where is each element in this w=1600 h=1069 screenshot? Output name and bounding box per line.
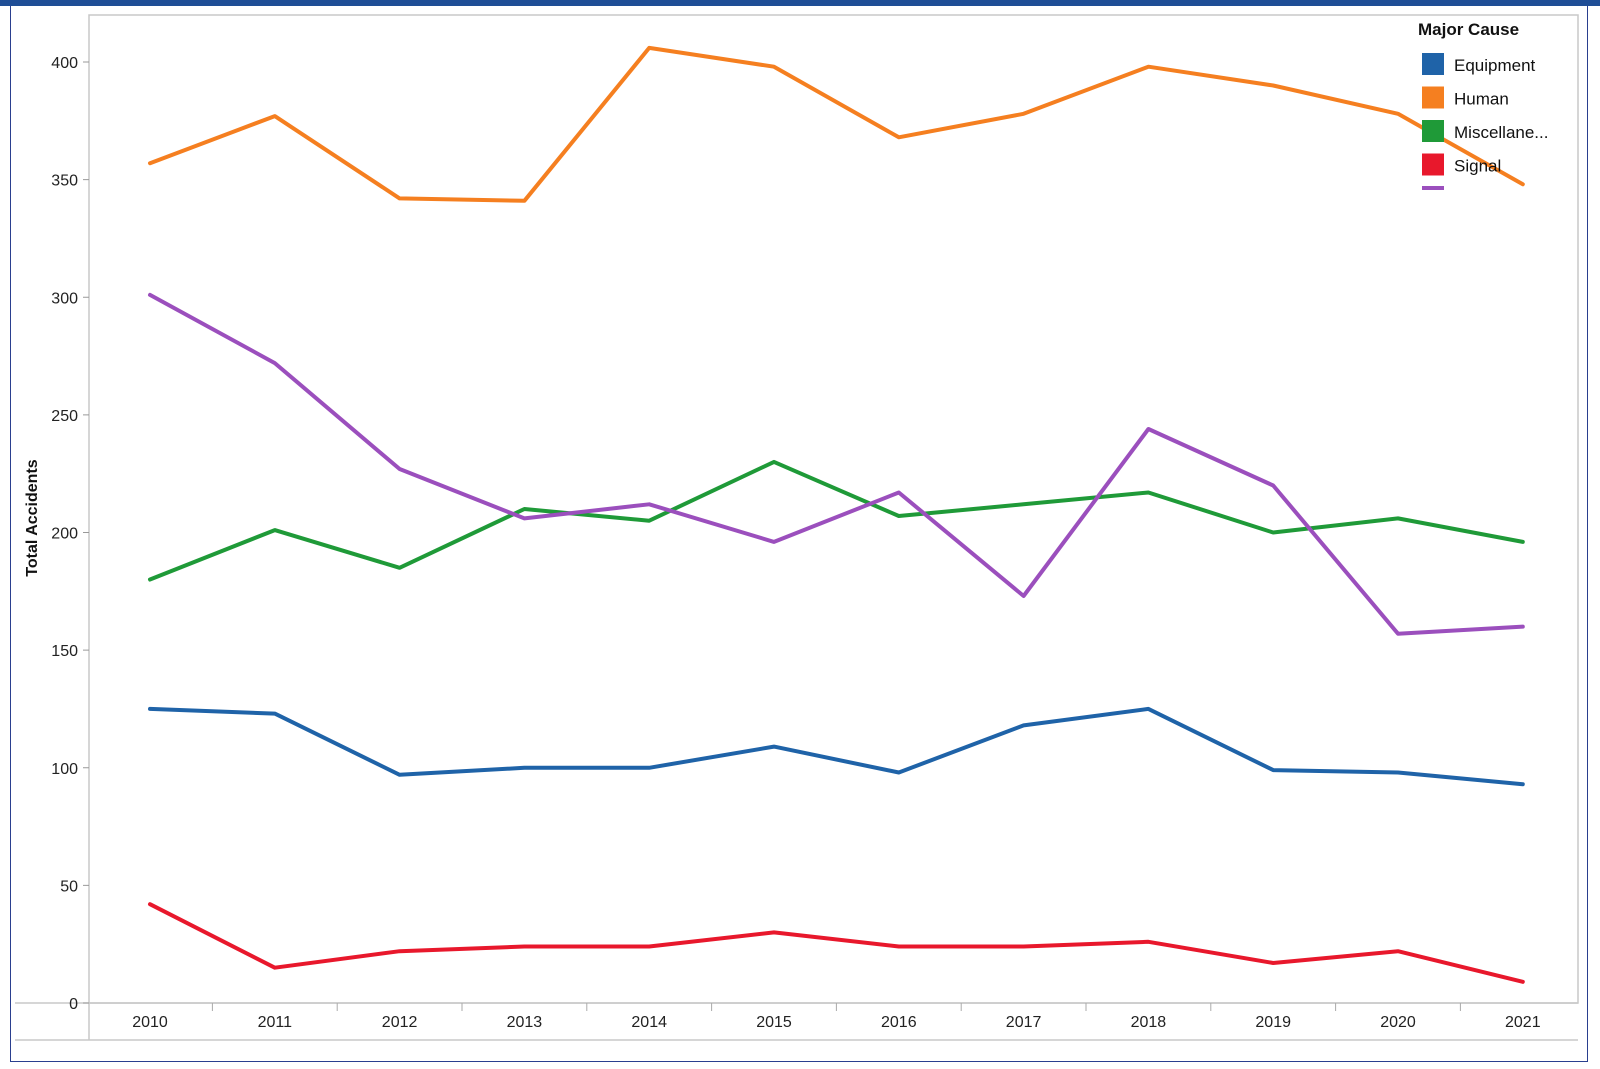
x-tick-label: 2015	[756, 1014, 792, 1031]
x-tick-label: 2010	[132, 1014, 168, 1031]
y-tick-label: 0	[69, 996, 78, 1013]
x-tick-label: 2018	[1131, 1014, 1167, 1031]
y-tick-label: 250	[51, 408, 78, 425]
x-tick-label: 2020	[1380, 1014, 1416, 1031]
x-tick-label: 2011	[258, 1014, 293, 1031]
x-tick-label: 2014	[631, 1014, 667, 1031]
legend-swatch-clipped	[1422, 186, 1444, 190]
y-tick-label: 100	[51, 761, 78, 778]
series-line-human[interactable]	[148, 45, 1525, 203]
y-axis-title: Total Accidents	[24, 459, 41, 576]
y-tick-label: 350	[51, 173, 78, 190]
legend-label[interactable]: Equipment	[1454, 56, 1536, 75]
top-bar	[0, 0, 1600, 6]
plot-area	[88, 14, 1579, 1004]
legend-label[interactable]: Signal	[1454, 157, 1501, 176]
y-tick-label: 50	[60, 878, 78, 895]
axes: 0 50 100 150 200 250 300 350 400 2010 2011 2012 2013…	[15, 14, 1579, 1041]
legend-title: Major Cause	[1418, 20, 1519, 39]
x-tick-label: 2012	[382, 1014, 418, 1031]
legend-swatch[interactable]	[1422, 120, 1444, 142]
x-tick-label: 2016	[881, 1014, 917, 1031]
legend-label[interactable]: Human	[1454, 90, 1509, 109]
legend-label[interactable]: Miscellane...	[1454, 123, 1548, 142]
series-line-equipment[interactable]	[148, 706, 1525, 787]
x-tick-label: 2013	[507, 1014, 543, 1031]
series-line-signal[interactable]	[148, 902, 1525, 984]
legend[interactable]: Major Cause Equipment Human Miscellane... Si…	[1418, 20, 1548, 190]
x-tick-label: 2021	[1505, 1014, 1541, 1031]
y-tick-label: 150	[51, 643, 78, 660]
legend-swatch[interactable]	[1422, 153, 1444, 176]
chart-frame	[10, 6, 1588, 1062]
y-tick-label: 300	[51, 290, 78, 307]
y-tick-label: 400	[51, 55, 78, 72]
series-lines	[148, 45, 1525, 984]
x-tick-label: 2019	[1255, 1014, 1291, 1031]
legend-swatch[interactable]	[1422, 53, 1444, 75]
series-line-series-5[interactable]	[148, 292, 1525, 636]
x-tick-label: 2017	[1006, 1014, 1042, 1031]
y-tick-label: 200	[51, 526, 78, 543]
series-line-miscellane[interactable]	[148, 459, 1525, 582]
legend-swatch[interactable]	[1422, 86, 1444, 109]
